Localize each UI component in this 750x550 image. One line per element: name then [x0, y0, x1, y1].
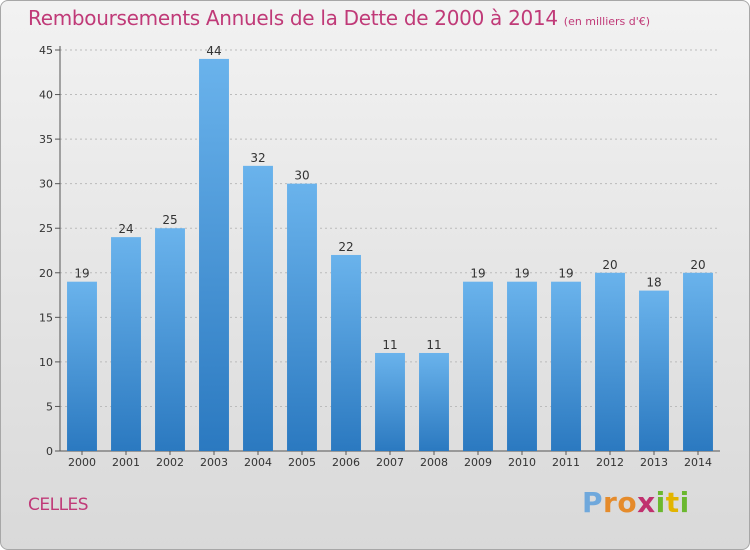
bar-2011 — [551, 281, 581, 451]
x-tick-label: 2008 — [420, 456, 448, 469]
chart-subtitle: (en milliers d'€) — [563, 15, 651, 28]
y-tick-label: 10 — [39, 356, 53, 369]
bar-2014 — [683, 272, 713, 451]
x-tick-label: 2006 — [332, 456, 360, 469]
x-tick-label: 2013 — [640, 456, 668, 469]
bar-2007 — [375, 352, 405, 451]
bars — [67, 58, 713, 452]
data-label-2011: 19 — [558, 267, 573, 281]
x-tick-label: 2002 — [156, 456, 184, 469]
y-tick-label: 15 — [39, 311, 53, 324]
x-tick-label: 2007 — [376, 456, 404, 469]
x-tick-label: 2011 — [552, 456, 580, 469]
data-label-2008: 11 — [426, 338, 441, 352]
x-tick-label: 2001 — [112, 456, 140, 469]
y-tick-label: 0 — [46, 445, 53, 458]
x-tick-label: 2014 — [684, 456, 712, 469]
y-tick-label: 45 — [39, 44, 53, 57]
y-tick-label: 40 — [39, 89, 53, 102]
data-label-2010: 19 — [514, 267, 529, 281]
data-label-2005: 30 — [294, 169, 309, 183]
x-tick-label: 2003 — [200, 456, 228, 469]
data-label-2007: 11 — [382, 338, 397, 352]
chart-title-text: Remboursements Annuels de la Dette de 20… — [28, 6, 558, 30]
data-label-2013: 18 — [646, 276, 661, 290]
data-label-2004: 32 — [250, 151, 265, 165]
x-tick-label: 2004 — [244, 456, 272, 469]
bar-2001 — [111, 237, 141, 451]
bar-2005 — [287, 183, 317, 451]
data-label-2009: 19 — [470, 267, 485, 281]
bar-2006 — [331, 254, 361, 451]
data-label-2012: 20 — [602, 258, 617, 272]
commune-name: CELLES — [28, 495, 89, 515]
bar-2000 — [67, 281, 97, 451]
bar-2012 — [595, 272, 625, 451]
chart-title: Remboursements Annuels de la Dette de 20… — [28, 6, 650, 30]
data-label-2003: 44 — [206, 44, 221, 58]
data-label-2002: 25 — [162, 213, 177, 227]
bar-2002 — [155, 228, 185, 451]
bar-2009 — [463, 281, 493, 451]
y-tick-label: 20 — [39, 267, 53, 280]
data-label-2001: 24 — [118, 222, 133, 236]
x-tick-label: 2012 — [596, 456, 624, 469]
y-tick-label: 35 — [39, 133, 53, 146]
data-label-2014: 20 — [690, 258, 705, 272]
bar-2010 — [507, 281, 537, 451]
x-tick-label: 2000 — [68, 456, 96, 469]
y-tick-label: 25 — [39, 222, 53, 235]
x-tick-label: 2005 — [288, 456, 316, 469]
bar-2013 — [639, 290, 669, 451]
data-label-2000: 19 — [74, 267, 89, 281]
bar-2004 — [243, 165, 273, 451]
y-tick-label: 30 — [39, 178, 53, 191]
proxiti-logo: Proxiti — [582, 486, 690, 519]
labels: 0 5 10 15 20 25 30 35 40 45 19 2000 24 2001 25 2002 44 20… — [39, 44, 712, 469]
x-tick-label: 2009 — [464, 456, 492, 469]
bar-2003 — [199, 58, 229, 452]
data-label-2006: 22 — [338, 240, 353, 254]
y-tick-label: 5 — [46, 400, 53, 413]
x-tick-label: 2010 — [508, 456, 536, 469]
bar-2008 — [419, 352, 449, 451]
